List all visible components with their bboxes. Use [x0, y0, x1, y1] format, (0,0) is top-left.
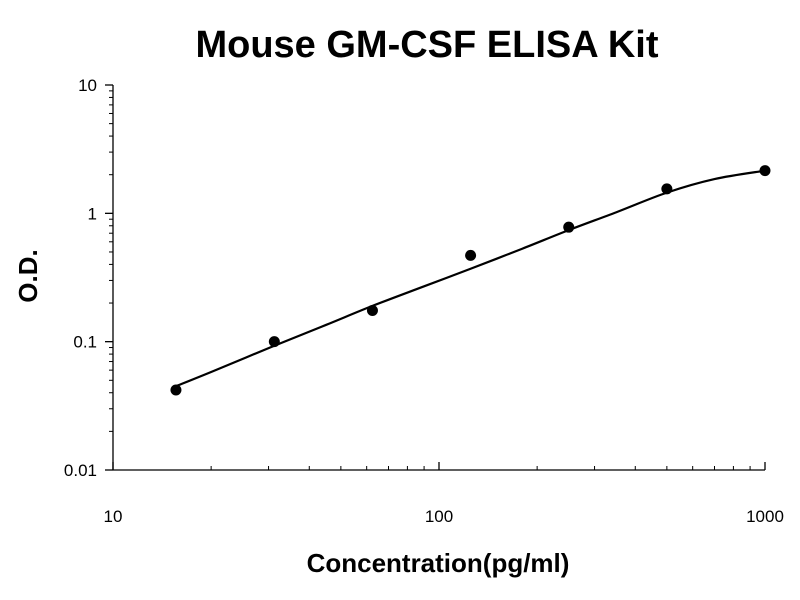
data-point [563, 221, 575, 233]
data-point [759, 165, 771, 177]
axes [112, 85, 765, 471]
x-tick-label: 100 [425, 507, 453, 526]
major-ticks [105, 84, 766, 471]
data-point [366, 304, 378, 316]
chart-title: Mouse GM-CSF ELISA Kit [195, 24, 658, 66]
data-point [661, 183, 673, 195]
y-axis-label: O.D. [13, 249, 43, 302]
y-tick-label: 0.1 [73, 333, 97, 352]
x-tick-label: 1000 [746, 507, 784, 526]
fit-curve [175, 169, 766, 388]
fit-curve-line [175, 169, 766, 388]
y-tick-label: 1 [88, 204, 97, 223]
data-point [170, 384, 182, 396]
x-tick-label: 10 [104, 507, 123, 526]
data-point [268, 336, 280, 348]
y-tick-label: 10 [78, 76, 97, 95]
data-points [170, 165, 771, 396]
minor-ticks [109, 90, 751, 470]
data-point [465, 249, 477, 261]
tick-labels: 0.01 0.1 1 10 10 100 1000 [64, 76, 784, 526]
x-axis-label: Concentration(pg/ml) [307, 548, 570, 578]
y-tick-label: 0.01 [64, 461, 97, 480]
